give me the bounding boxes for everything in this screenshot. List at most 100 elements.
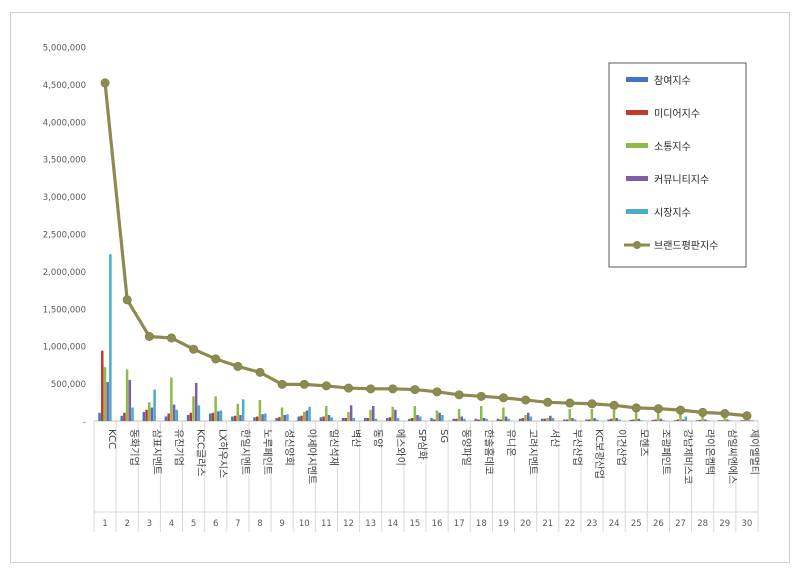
bar	[231, 416, 234, 421]
rank-label: 13	[365, 519, 376, 529]
rank-label: 19	[498, 519, 509, 529]
rank-label: 12	[343, 519, 354, 529]
legend-swatch	[626, 110, 648, 115]
bar	[479, 406, 483, 421]
bar	[305, 410, 309, 421]
bar	[718, 420, 721, 421]
rank-label: 9	[279, 519, 284, 529]
bar	[612, 409, 616, 421]
rank-label: 6	[213, 519, 218, 529]
category-label: 모헨즈	[637, 429, 649, 457]
bar	[629, 419, 633, 421]
line-point	[454, 390, 464, 400]
bar	[571, 418, 574, 421]
bar	[529, 416, 533, 421]
bar	[748, 420, 751, 421]
bar	[565, 419, 569, 421]
bar	[109, 254, 112, 421]
bar	[662, 420, 665, 421]
bar	[219, 410, 223, 421]
rank-label: 3	[147, 519, 152, 529]
bar	[186, 415, 190, 421]
bar	[150, 407, 154, 421]
bar	[344, 418, 347, 421]
line-point	[299, 379, 309, 389]
bar	[388, 417, 392, 421]
legend-marker	[633, 241, 641, 249]
line-point	[498, 393, 508, 403]
bar	[546, 418, 549, 421]
rank-label: 30	[742, 519, 753, 529]
legend-label: 소통지수	[654, 141, 691, 153]
rank-label: 7	[235, 519, 240, 529]
line-point	[521, 395, 531, 405]
bar	[526, 412, 530, 421]
bar	[275, 418, 278, 421]
bar	[452, 418, 455, 421]
bar	[308, 406, 311, 421]
bar	[211, 412, 215, 421]
bar	[438, 412, 441, 421]
y-tick-label: 3,500,000	[43, 156, 86, 166]
y-tick-label: 3,000,000	[43, 193, 86, 203]
y-axis: - 500,000 1,000,000 1,500,000 2,000,000 2,500…	[43, 44, 86, 428]
bar	[418, 416, 422, 421]
bar	[131, 407, 134, 421]
line-point	[609, 400, 619, 410]
bar	[391, 406, 394, 421]
bar	[366, 418, 370, 421]
bar	[349, 405, 353, 421]
line-point	[476, 391, 486, 401]
bar	[278, 417, 281, 421]
category-label: SP삼화	[416, 429, 428, 460]
rank-label: 18	[476, 519, 487, 529]
category-label: 동양	[372, 429, 384, 447]
bar	[435, 410, 439, 421]
bar	[236, 403, 240, 421]
category-label: 동화기업	[128, 429, 141, 466]
bar	[416, 415, 419, 421]
rank-label: 26	[653, 519, 664, 529]
bar	[496, 418, 500, 421]
category-label: 이건산업	[615, 429, 628, 466]
brand-reputation-chart: - 500,000 1,000,000 1,500,000 2,000,000 2,500…	[43, 44, 761, 532]
bar	[585, 419, 588, 421]
rank-label: 10	[299, 519, 310, 529]
line-point	[277, 379, 287, 389]
bar	[239, 415, 242, 421]
bar	[457, 409, 461, 421]
category-label: 제이엘멀티	[748, 429, 761, 475]
bar	[607, 419, 610, 421]
legend-box	[608, 62, 747, 268]
rank-label: 25	[631, 519, 642, 529]
category-label: KC보광산업	[593, 429, 606, 479]
category-label: 아세아시멘트	[305, 429, 317, 484]
bar	[325, 406, 328, 421]
bar	[504, 416, 508, 421]
line-point	[410, 385, 420, 395]
bar	[253, 417, 256, 421]
bar	[363, 418, 367, 421]
bar	[610, 418, 613, 421]
y-tick-label: 1,500,000	[43, 305, 86, 315]
y-tick-label: 1,000,000	[43, 343, 86, 353]
bar	[255, 416, 259, 421]
bar-series	[98, 254, 754, 421]
bar	[568, 409, 572, 421]
line-point	[166, 333, 176, 343]
legend-label: 브랜드평판지수	[654, 240, 718, 252]
line-point	[366, 384, 376, 394]
bar	[596, 419, 599, 421]
rank-label: 14	[387, 519, 398, 529]
line-point	[676, 405, 686, 415]
category-label: 벽산	[350, 429, 362, 447]
category-label: 라이온켐텍	[704, 429, 716, 475]
line-point	[211, 354, 221, 364]
bar	[563, 419, 566, 421]
bar	[477, 419, 480, 421]
bar	[98, 412, 101, 421]
bar	[551, 418, 555, 421]
line-point	[432, 387, 442, 397]
line-point	[587, 399, 597, 409]
